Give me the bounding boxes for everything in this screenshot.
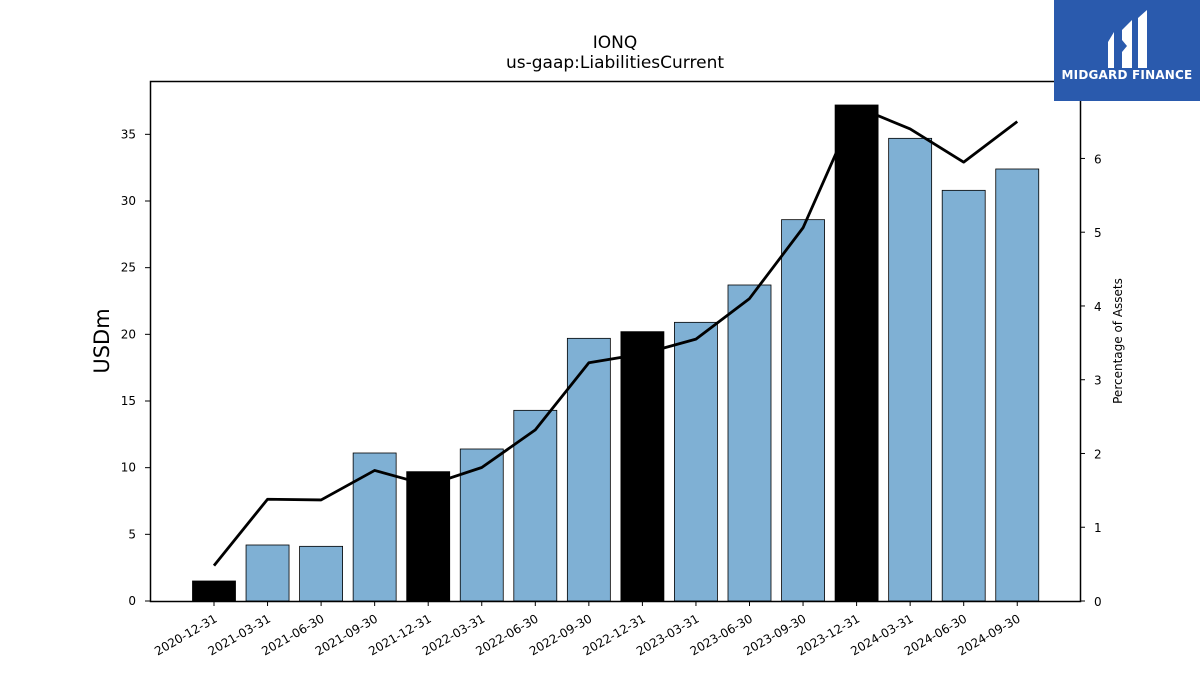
y2-tick-label: 3	[1094, 374, 1102, 388]
y-tick-label: 35	[121, 127, 136, 141]
x-axis: 2020-12-312021-03-312021-06-302021-09-30…	[152, 601, 1023, 658]
percentage-line	[212, 105, 1019, 567]
bar-2022-03-31	[459, 448, 504, 602]
bar-2021-03-31	[245, 544, 290, 602]
bar-2024-09-30	[995, 168, 1040, 602]
y-tick-label: 5	[128, 527, 136, 541]
bar-2023-09-30	[781, 219, 825, 602]
bar-2023-06-30	[727, 284, 772, 602]
bar-2024-03-31	[888, 137, 933, 602]
chart-title: IONQ	[593, 33, 638, 53]
y2-tick-label: 1	[1094, 521, 1102, 535]
brand-logo: MIDGARD FINANCE	[1054, 0, 1200, 101]
bar-2020-12-31	[192, 580, 236, 602]
chart-subtitle: us-gaap:LiabilitiesCurrent	[506, 53, 724, 73]
y2-axis-label: Percentage of Assets	[1111, 278, 1125, 404]
y2-tick-label: 5	[1094, 226, 1102, 240]
line-group	[212, 105, 1019, 567]
bar-2022-12-31	[620, 331, 665, 602]
bar-2021-06-30	[299, 545, 344, 602]
y-tick-label: 30	[121, 194, 136, 208]
y2-tick-label: 4	[1094, 300, 1102, 314]
bar-2023-03-31	[674, 321, 718, 602]
bar-2022-09-30	[566, 337, 611, 602]
y2-tick-label: 6	[1094, 152, 1102, 166]
y-tick-label: 15	[121, 394, 136, 408]
y-tick-label: 20	[121, 327, 136, 341]
bar-2022-06-30	[513, 409, 558, 602]
logo-text: MIDGARD FINANCE	[1061, 68, 1193, 82]
y-axis-label: USDm	[90, 308, 114, 373]
y-tick-label: 0	[128, 594, 136, 608]
logo-mark-icon	[1108, 10, 1147, 68]
y-axis-left: 0 5 10 15 20 25 30 35	[121, 127, 150, 608]
y2-tick-label: 0	[1094, 595, 1102, 609]
y-tick-label: 10	[121, 461, 136, 475]
y-axis-right: 0 1 2 3 4 5 6	[1080, 152, 1102, 609]
bar-2024-06-30	[941, 189, 986, 602]
y2-tick-label: 2	[1094, 447, 1102, 461]
y-tick-label: 25	[121, 261, 136, 275]
bar-2023-12-31	[834, 104, 879, 602]
bar-2021-12-31	[406, 471, 451, 602]
plot-frame	[149, 80, 1082, 603]
bars-group	[192, 104, 1040, 602]
